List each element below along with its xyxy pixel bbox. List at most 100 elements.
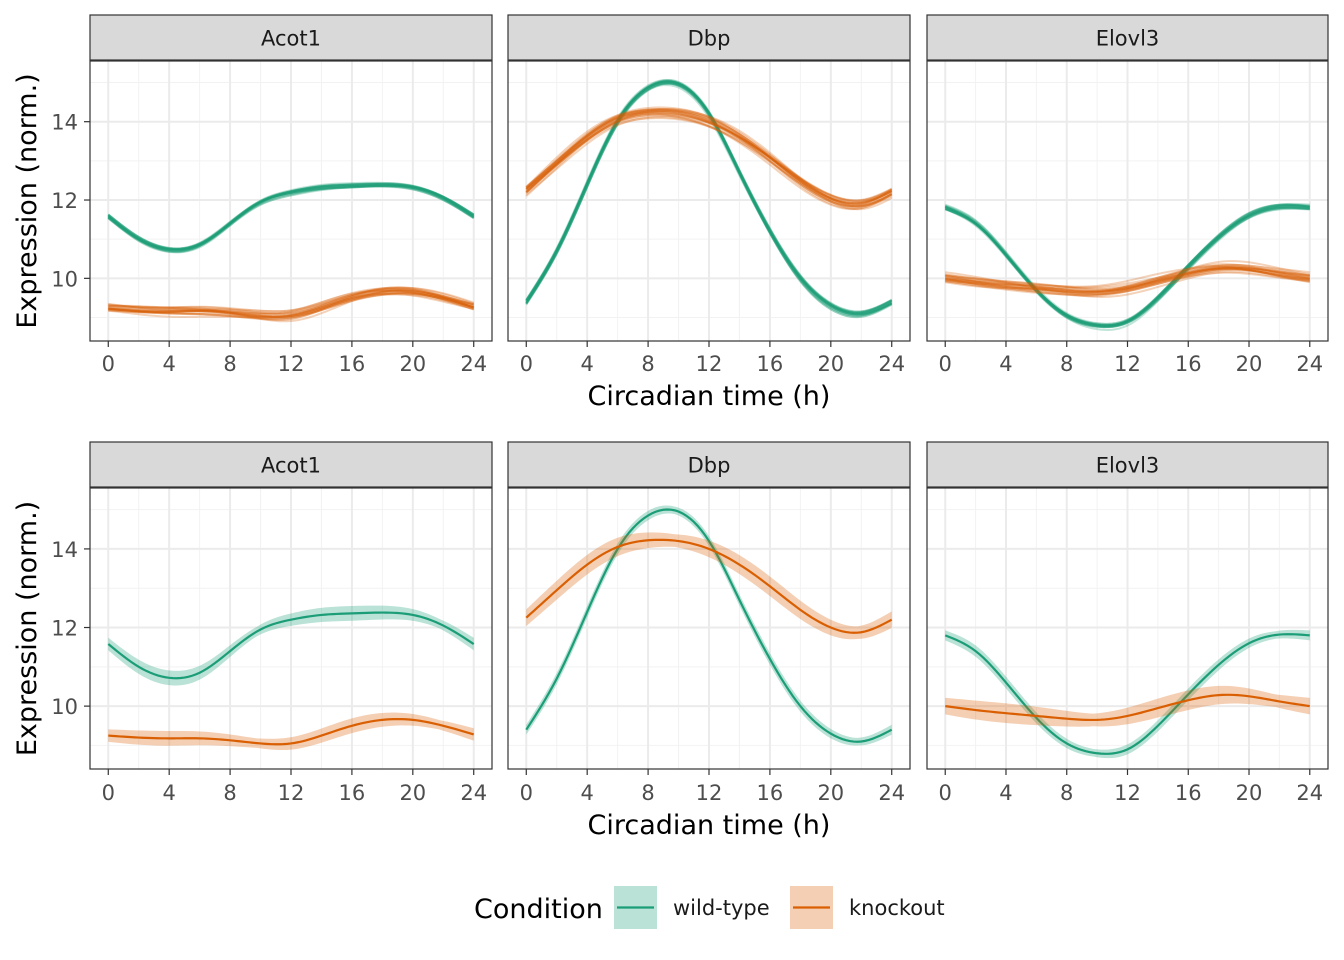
x-tick-label: 20 [399,781,426,805]
facet-strip [89,14,493,61]
x-tick-label: 0 [939,781,952,805]
replicate-line-wildtype [944,203,1310,328]
replicate-line-knockout [525,109,893,203]
replicate-line-knockout [108,288,474,318]
x-tick-label: 20 [1236,352,1263,376]
replicate-line-wildtype [944,207,1310,331]
replicate-line-knockout [525,114,893,211]
replicate-line-knockout [108,289,474,315]
facet-strip-label: Elovl3 [1096,27,1160,51]
replicate-line-wildtype [525,80,893,313]
replicate-line-wildtype [944,203,1310,325]
replicate-line-wildtype [107,183,475,254]
x-tick-label: 0 [939,352,952,376]
replicate-line-wildtype [525,80,893,314]
replicate-line-wildtype [107,184,475,253]
replicate-line-knockout [108,289,475,318]
replicate-line-knockout [525,112,893,206]
panel-data [107,181,475,323]
replicate-line-knockout [945,265,1310,290]
replicate-line-knockout [525,107,893,204]
replicate-line-knockout [525,114,893,205]
x-tick-label: 0 [520,781,533,805]
replicate-line-knockout [525,108,893,206]
replicate-line-wildtype [525,82,893,316]
replicate-line-wildtype [944,206,1310,329]
replicate-line-knockout [525,108,893,207]
panel-acot1-bottom: Acot1 0 4 8 12 16 20 24 10 12 14 [51,441,493,805]
replicate-line-knockout [525,117,893,208]
replicate-line-wildtype [107,182,475,250]
gridlines [927,488,1328,769]
gridlines [90,488,492,769]
mean-line-knockout [108,717,475,746]
replicate-line-knockout [945,266,1310,293]
replicate-line-knockout [945,267,1310,294]
replicate-line-wildtype [944,206,1310,327]
x-tick-label: 0 [520,352,533,376]
x-tick-label: 12 [1114,352,1141,376]
replicate-line-knockout [525,106,893,205]
panel-elovl3-bottom: Elovl3 0 4 8 12 16 20 24 [926,441,1329,805]
replicate-line-wildtype [107,184,475,250]
replicate-line-knockout [525,112,893,210]
replicate-line-knockout [945,264,1310,294]
panel-data [107,605,475,751]
replicate-line-wildtype [107,185,475,254]
replicate-line-knockout [945,267,1310,295]
replicate-line-wildtype [107,181,475,251]
legend: Condition wild-type knockout [474,886,945,929]
x-tick-label: 16 [757,352,784,376]
x-tick-label: 16 [339,352,366,376]
mean-line-knockout [945,693,1310,722]
y-tick-label: 12 [51,617,78,641]
y-tick-label: 12 [51,189,78,213]
x-tick-label: 20 [399,352,426,376]
replicate-line-wildtype [944,202,1310,325]
replicate-line-wildtype [944,204,1310,326]
replicate-line-wildtype [525,82,893,317]
y-tick-label: 10 [51,695,78,719]
replicate-line-knockout [945,268,1310,293]
x-tick-label: 8 [1060,781,1073,805]
replicate-line-knockout [525,110,893,207]
replicate-line-wildtype [107,184,475,252]
replicate-line-wildtype [107,183,475,250]
x-tick-label: 16 [1175,781,1202,805]
replicate-line-wildtype [525,81,893,314]
x-tick-label: 24 [1296,352,1323,376]
facet-strip [507,14,911,61]
x-tick-label: 24 [460,781,487,805]
legend-title: Condition [474,894,603,925]
facet-strip [926,441,1329,488]
replicate-line-wildtype [525,80,893,316]
replicate-line-knockout [108,292,474,319]
mean-line-knockout [525,538,893,634]
x-tick-label: 12 [1114,781,1141,805]
replicate-line-wildtype [525,80,893,316]
facet-strip-label: Elovl3 [1096,454,1160,478]
mean-line-wildtype [107,611,475,680]
x-tick-label: 24 [878,781,905,805]
replicate-line-knockout [525,109,893,204]
x-tick-label: 12 [696,352,723,376]
x-tick-label: 8 [641,352,654,376]
replicate-line-knockout [108,288,475,323]
replicate-line-wildtype [944,205,1310,329]
x-tick-label: 8 [223,352,236,376]
replicate-line-wildtype [525,80,893,314]
replicate-line-knockout [108,290,475,321]
replicate-line-knockout [945,267,1310,297]
replicate-line-wildtype [525,80,893,315]
replicate-line-wildtype [107,184,475,251]
facet-strip [926,14,1329,61]
legend-label: wild-type [673,896,770,920]
replicate-line-knockout [525,110,893,205]
y-tick-label: 14 [51,111,78,135]
replicate-line-wildtype [525,79,893,314]
replicate-line-knockout [108,292,475,320]
x-tick-label: 12 [278,352,305,376]
replicate-line-knockout [525,108,893,202]
